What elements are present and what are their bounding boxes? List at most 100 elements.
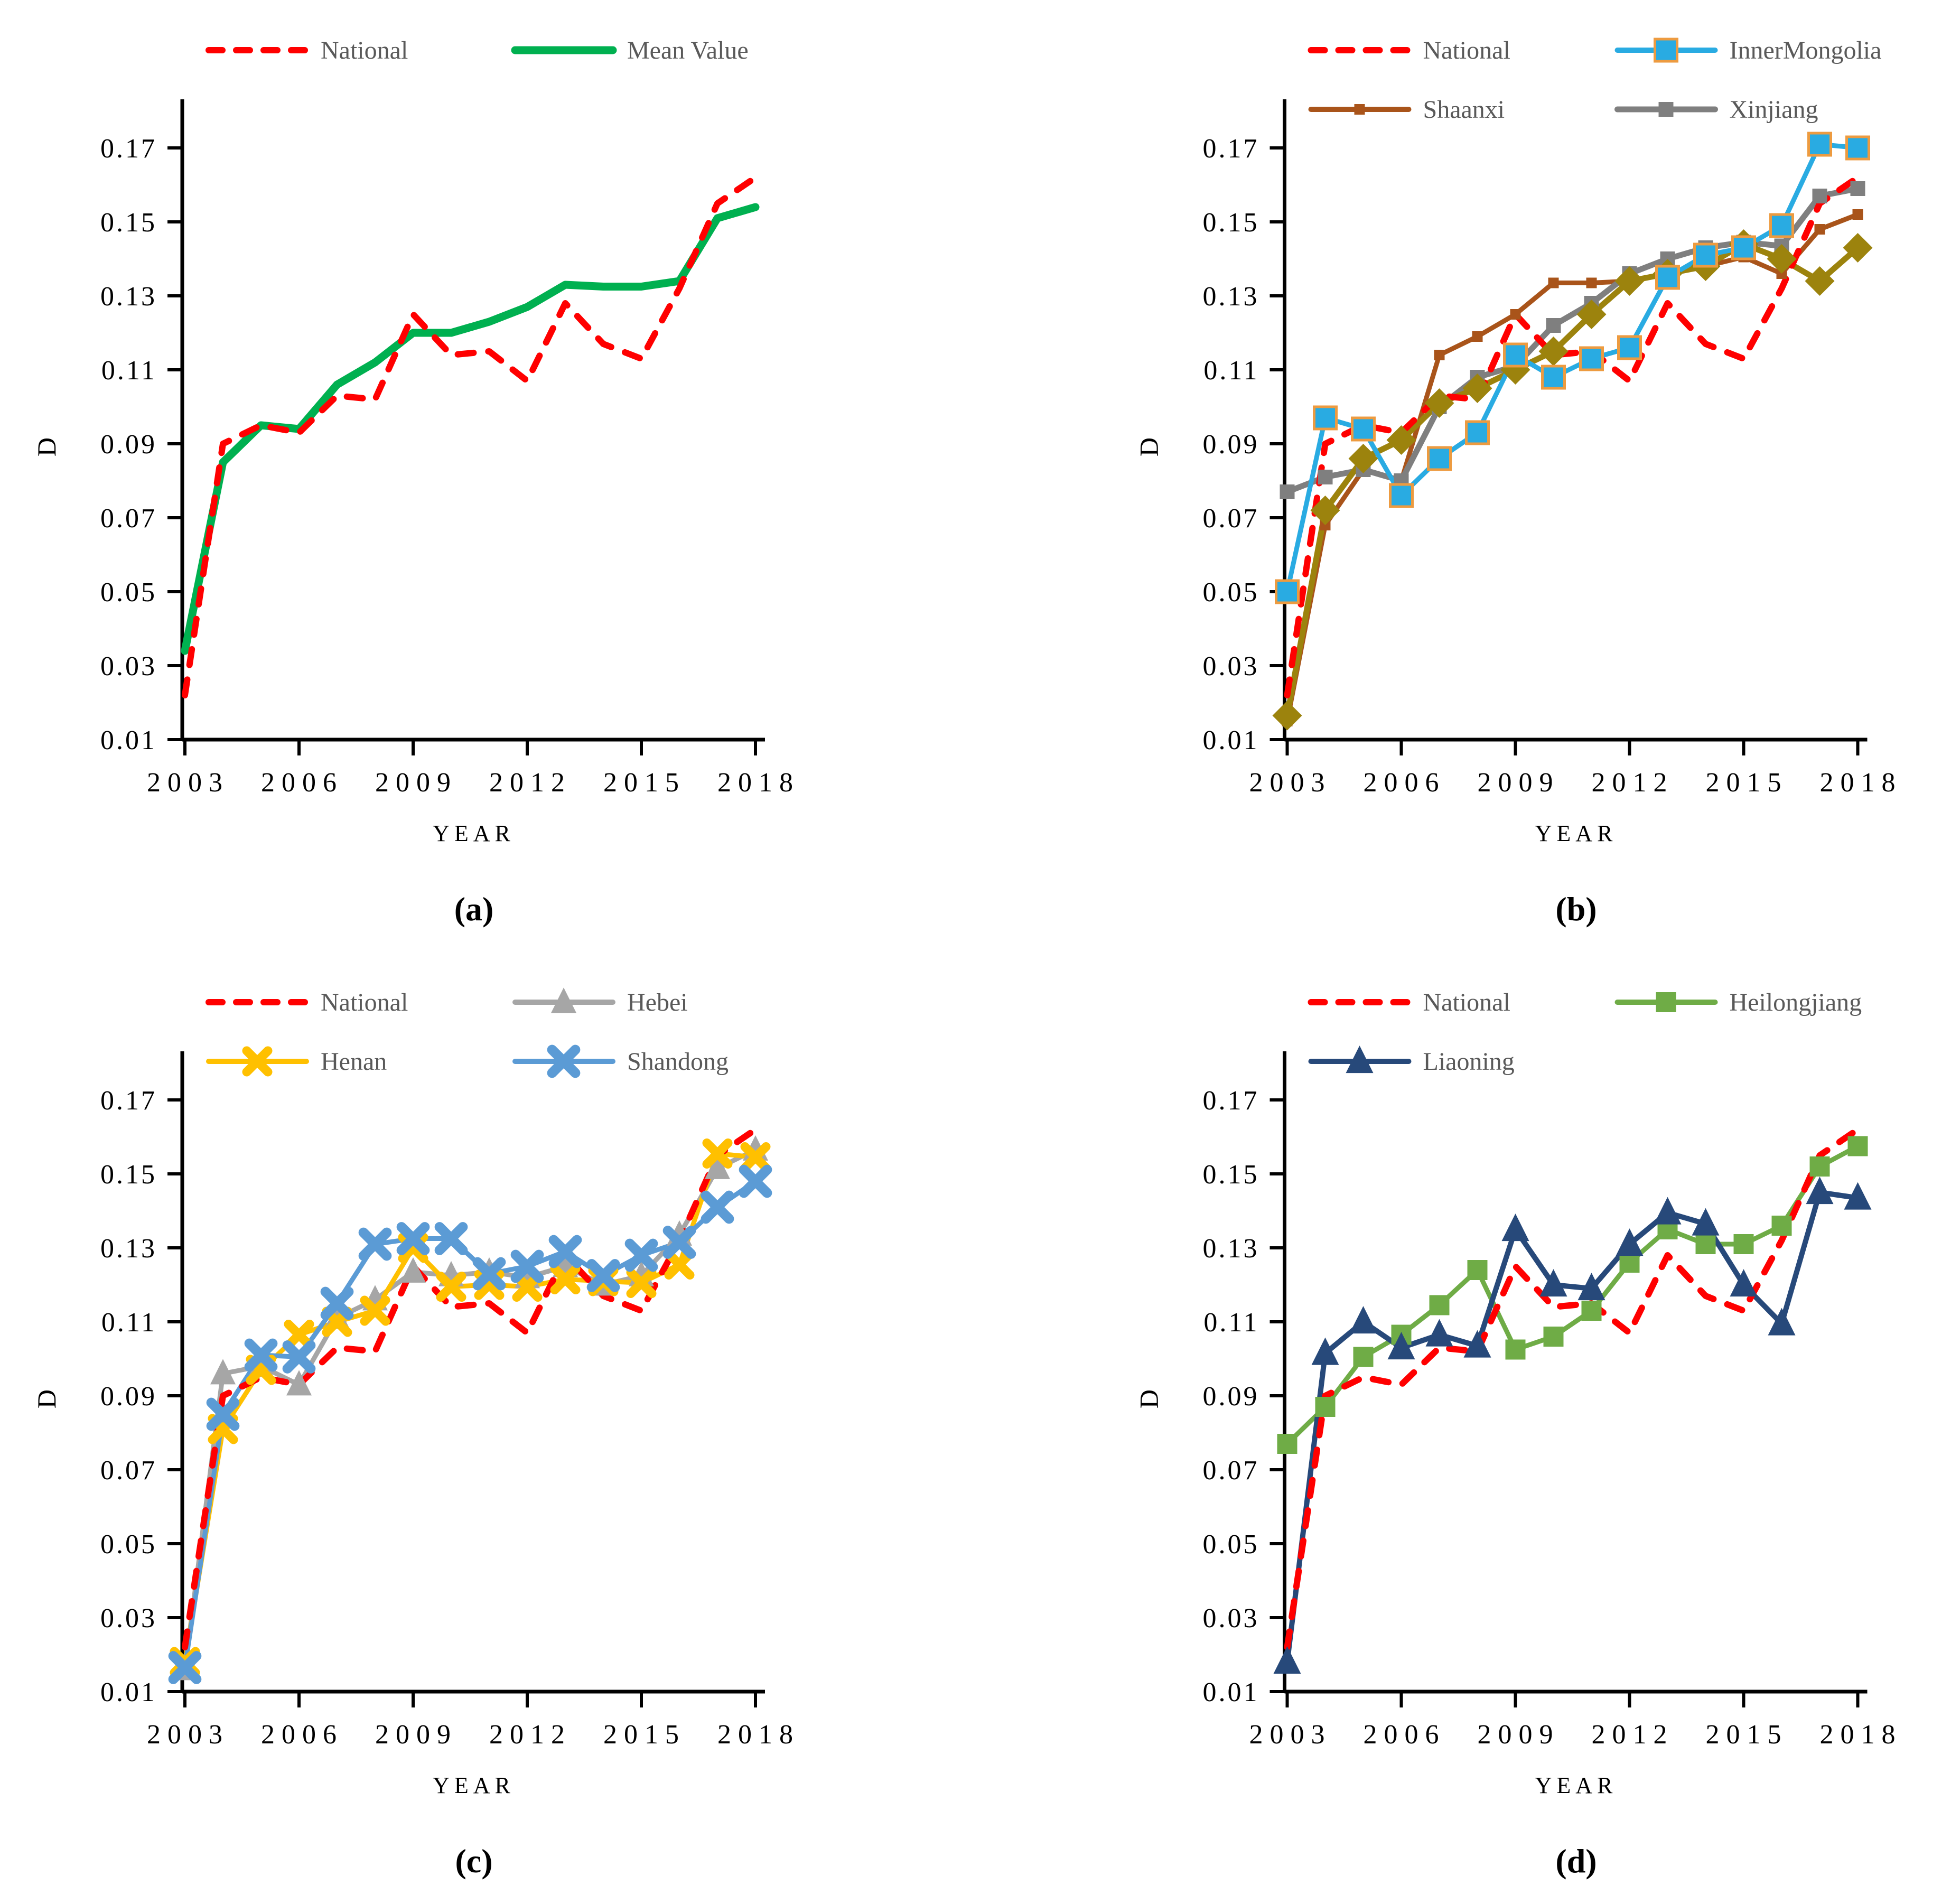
legend-label: InnerMongolia (1730, 36, 1882, 64)
marker-Shaanxi (1510, 309, 1521, 320)
marker-Liaoning (1349, 1306, 1377, 1334)
marker-Shandong (244, 1338, 278, 1372)
marker-Liaoning (1463, 1330, 1491, 1358)
legend-marker-InnerMongolia (1654, 38, 1678, 63)
y-axis-title: D (32, 436, 61, 456)
y-tick-label: 0.03 (1203, 1603, 1259, 1634)
y-tick-label: 0.03 (1203, 651, 1259, 682)
legend-marker-Xinjiang (1658, 102, 1674, 117)
legend-item-National: National (206, 988, 408, 1016)
marker-InnerMongolia (1731, 235, 1756, 260)
marker-Shandong (396, 1222, 430, 1255)
legend-item-Heilongjiang: Heilongjiang (1614, 988, 1862, 1016)
x-tick-label: 2003 (147, 768, 229, 798)
marker-Shaanxi (1852, 209, 1863, 220)
y-tick-label: 0.13 (1203, 282, 1259, 312)
marker-Liaoning (1654, 1197, 1682, 1225)
series-line-National (182, 174, 759, 698)
marker-Heilongjiang (1467, 1260, 1488, 1280)
series-line-Heilongjiang (1285, 1144, 1860, 1446)
y-tick-label: 0.01 (1203, 725, 1259, 755)
y-axis-title: D (1134, 436, 1164, 456)
chart-panel-c: 0.01 0.03 0.05 0.07 0.09 0.11 0.13 0.15 0.17 2003… (32, 987, 800, 1880)
x-tick-label: 2006 (1364, 768, 1446, 798)
x-tick-label: 2012 (1592, 768, 1674, 798)
marker-Shandong (168, 1651, 202, 1684)
series-line-unlabeled (1284, 241, 1861, 718)
marker-unlabeled (1462, 374, 1492, 403)
series-line-InnerMongolia (1285, 142, 1860, 594)
marker-Shaanxi (1548, 277, 1559, 288)
y-tick-label: 0.17 (1203, 134, 1259, 164)
marker-InnerMongolia (1275, 579, 1300, 604)
legend-label: National (321, 988, 408, 1016)
marker-Shandong (434, 1222, 468, 1255)
series-line-National (182, 1126, 759, 1650)
legend: National InnerMongolia Shaanxi Xinjiang (1308, 36, 1882, 124)
y-tick-label: 0.03 (100, 651, 157, 682)
marker-Shandong (206, 1397, 240, 1431)
marker-Heilongjiang (1733, 1234, 1754, 1254)
panel-a: 0.01 0.03 0.05 0.07 0.09 0.11 0.13 0.15 0.17 2003… (0, 0, 975, 952)
x-axis-title: YEAR (1535, 1772, 1618, 1798)
legend-label: National (321, 36, 408, 64)
y-tick-label: 0.15 (1203, 208, 1259, 238)
series-line-Shandong (182, 1179, 758, 1670)
marker-Shaanxi (1814, 224, 1825, 235)
y-tick-label: 0.17 (100, 134, 157, 164)
y-tick-label: 0.11 (1203, 1308, 1259, 1338)
y-tick-label: 0.11 (1203, 356, 1259, 386)
marker-Xinjiang (1280, 484, 1295, 499)
marker-Xinjiang (1812, 189, 1827, 203)
marker-Liaoning (1273, 1646, 1301, 1674)
marker-unlabeled (1767, 244, 1797, 274)
marker-Heilongjiang (1315, 1397, 1336, 1417)
legend-label: Mean Value (627, 36, 749, 64)
legend: National Heilongjiang Liaoning (1308, 988, 1862, 1076)
series-line-Hebei (182, 1147, 758, 1672)
marker-Liaoning (1768, 1308, 1796, 1336)
marker-Henan (740, 1142, 771, 1172)
marker-InnerMongolia (1427, 446, 1452, 471)
legend-label: Shaanxi (1423, 96, 1505, 124)
marker-Liaoning (1501, 1214, 1529, 1242)
panel-caption: (b) (1555, 890, 1597, 928)
marker-Henan (664, 1249, 695, 1280)
marker-InnerMongolia (1845, 135, 1870, 161)
x-tick-label: 2012 (489, 1720, 572, 1750)
marker-unlabeled (1538, 337, 1569, 366)
axes: 0.01 0.03 0.05 0.07 0.09 0.11 0.13 0.15 0.17 2003… (1203, 1051, 1896, 1750)
marker-Heilongjiang (1429, 1295, 1450, 1315)
marker-Shandong (662, 1226, 696, 1259)
series-markers (1273, 1136, 1872, 1674)
marker-Henan (436, 1272, 466, 1302)
marker-Shandong (472, 1257, 506, 1291)
y-tick-label: 0.07 (1203, 503, 1259, 534)
x-tick-label: 2009 (375, 768, 458, 798)
legend-item-National: National (1308, 988, 1510, 1016)
y-tick-label: 0.01 (100, 1677, 157, 1707)
legend-item-InnerMongolia: InnerMongolia (1614, 36, 1882, 64)
y-tick-label: 0.01 (1203, 1677, 1259, 1707)
y-tick-label: 0.09 (100, 430, 157, 460)
y-tick-label: 0.09 (100, 1382, 157, 1412)
series-lines (1284, 1126, 1861, 1665)
legend-label: National (1423, 36, 1510, 64)
x-tick-label: 2018 (717, 1720, 800, 1750)
marker-InnerMongolia (1541, 365, 1566, 390)
legend-item-Mean Value: Mean Value (511, 36, 749, 64)
y-tick-label: 0.15 (100, 208, 157, 238)
marker-Shandong (320, 1286, 354, 1320)
legend-label: Liaoning (1423, 1048, 1515, 1076)
x-tick-label: 2018 (717, 768, 800, 798)
legend-item-Henan: Henan (206, 1046, 387, 1077)
chart-panel-d: 0.01 0.03 0.05 0.07 0.09 0.11 0.13 0.15 0.17 2003… (1134, 988, 1896, 1880)
y-tick-label: 0.05 (1203, 577, 1259, 608)
marker-Heilongjiang (1847, 1136, 1868, 1156)
legend-marker-Shaanxi (1354, 104, 1365, 115)
marker-Heilongjiang (1771, 1216, 1792, 1236)
marker-Liaoning (1730, 1269, 1758, 1297)
x-tick-label: 2009 (1478, 768, 1560, 798)
y-tick-label: 0.05 (1203, 1529, 1259, 1560)
